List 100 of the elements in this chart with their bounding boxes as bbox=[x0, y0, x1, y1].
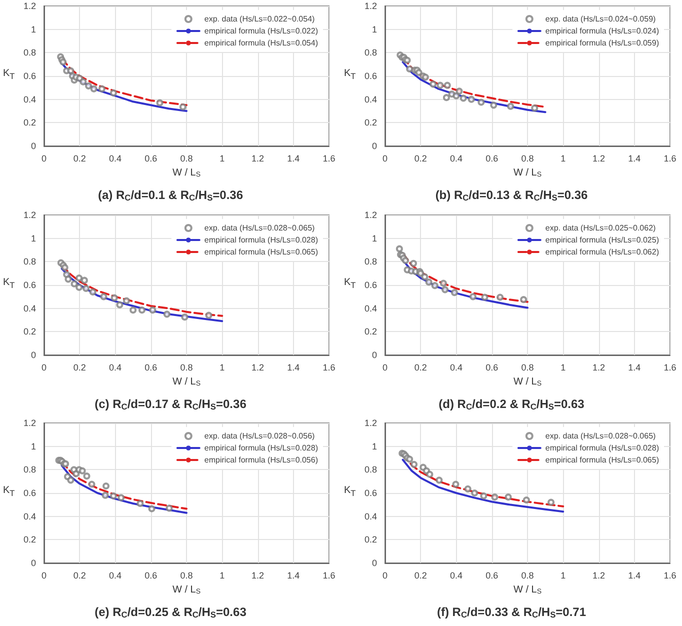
x-tick-label: 1.6 bbox=[322, 570, 336, 581]
legend-label: exp. data (Hs/Ls=0.028~0.065) bbox=[204, 223, 316, 232]
x-tick-label: 0.8 bbox=[521, 362, 534, 372]
y-tick-label: 0.2 bbox=[23, 534, 36, 545]
y-tick-label: 1.2 bbox=[23, 418, 36, 428]
x-tick-label: 0 bbox=[382, 362, 388, 372]
x-tick-label: 1 bbox=[220, 362, 225, 372]
y-tick-label: 0 bbox=[372, 141, 377, 151]
y-tick-label: 0.8 bbox=[23, 256, 36, 266]
y-tick-label: 1.2 bbox=[23, 1, 36, 11]
y-tick-label: 0.2 bbox=[364, 326, 377, 336]
x-tick-label: 0.6 bbox=[486, 154, 498, 164]
y-axis-title: K$_{T}$ bbox=[3, 68, 15, 81]
x-tick-label: 0.8 bbox=[521, 570, 534, 581]
x-tick-label: 0.2 bbox=[414, 154, 427, 164]
y-tick-label: 0 bbox=[30, 350, 36, 360]
x-tick-label: 1.2 bbox=[592, 362, 606, 372]
y-tick-label: 1.2 bbox=[23, 210, 36, 220]
x-tick-label: 1.6 bbox=[664, 154, 676, 164]
y-tick-label: 1 bbox=[30, 24, 36, 34]
x-tick-label: 0.2 bbox=[73, 362, 86, 372]
y-tick-label: 1 bbox=[372, 24, 377, 34]
x-tick-label: 0.8 bbox=[180, 362, 193, 372]
y-tick-label: 0.8 bbox=[23, 464, 36, 475]
x-tick-label: 0.2 bbox=[414, 570, 427, 581]
x-tick-label: 0.4 bbox=[450, 570, 463, 581]
y-tick-label: 0.4 bbox=[364, 94, 377, 104]
x-tick-label: 0.6 bbox=[144, 154, 158, 164]
x-tick-label: 0.4 bbox=[108, 570, 122, 581]
x-tick-label: 1 bbox=[560, 154, 566, 164]
y-tick-label: 1.2 bbox=[364, 1, 377, 11]
x-tick-label: 1.2 bbox=[251, 154, 264, 164]
x-tick-label: 1.6 bbox=[322, 362, 336, 372]
y-tick-label: 1 bbox=[30, 232, 36, 243]
legend-label: empirical formula (Hs/Ls=0.056) bbox=[204, 456, 318, 465]
y-tick-label: 0.8 bbox=[364, 48, 377, 58]
x-tick-label: 1.4 bbox=[628, 154, 641, 164]
y-tick-label: 0 bbox=[372, 558, 377, 568]
legend-label: empirical formula (Hs/Ls=0.025) bbox=[545, 235, 660, 244]
legend-label: empirical formula (Hs/Ls=0.028) bbox=[204, 235, 318, 244]
y-tick-label: 1 bbox=[372, 232, 377, 243]
x-tick-label: 1.2 bbox=[592, 570, 606, 581]
legend-label: empirical formula (Hs/Ls=0.028) bbox=[545, 444, 660, 453]
x-tick-label: 0.4 bbox=[450, 362, 463, 372]
y-tick-label: 0.2 bbox=[23, 326, 36, 336]
x-tick-label: 0.2 bbox=[414, 362, 427, 372]
x-tick-label: 0.8 bbox=[180, 154, 193, 164]
y-tick-label: 0.4 bbox=[23, 512, 36, 522]
x-tick-label: 0.8 bbox=[521, 154, 534, 164]
x-tick-label: 0.2 bbox=[73, 154, 86, 164]
legend-label: exp. data (Hs/Ls=0.028~0.056) bbox=[204, 432, 316, 441]
y-tick-label: 0.8 bbox=[23, 48, 36, 58]
legend-label: empirical formula (Hs/Ls=0.024) bbox=[545, 26, 660, 36]
x-tick-label: 1 bbox=[220, 570, 225, 581]
y-axis-title: K$_{T}$ bbox=[344, 276, 356, 290]
x-tick-label: 1.4 bbox=[287, 570, 300, 581]
legend-label: empirical formula (Hs/Ls=0.062) bbox=[545, 247, 660, 256]
x-tick-label: 0 bbox=[41, 570, 47, 581]
x-tick-label: 1.2 bbox=[251, 570, 264, 581]
x-tick-label: 1.6 bbox=[664, 570, 676, 581]
x-tick-label: 1.2 bbox=[251, 362, 264, 372]
x-tick-label: 0.6 bbox=[144, 570, 158, 581]
x-tick-label: 0.4 bbox=[450, 154, 463, 164]
y-tick-label: 0.8 bbox=[364, 464, 377, 475]
y-tick-label: 1 bbox=[372, 442, 377, 452]
y-tick-label: 0 bbox=[30, 141, 36, 151]
y-tick-label: 0.4 bbox=[364, 302, 377, 313]
legend-label: empirical formula (Hs/Ls=0.059) bbox=[545, 38, 660, 48]
x-tick-label: 0.8 bbox=[180, 570, 193, 581]
y-axis-title: K$_{T}$ bbox=[3, 485, 15, 498]
legend-label: exp. data (Hs/Ls=0.022~0.054) bbox=[204, 14, 316, 24]
x-tick-label: 1.4 bbox=[628, 570, 641, 581]
y-tick-label: 0.6 bbox=[23, 71, 36, 81]
y-tick-label: 0.4 bbox=[364, 512, 377, 522]
x-tick-label: 1.4 bbox=[287, 154, 300, 164]
y-tick-label: 0.2 bbox=[364, 534, 377, 545]
y-tick-label: 0.6 bbox=[364, 71, 377, 81]
y-tick-label: 1.2 bbox=[364, 210, 377, 220]
y-tick-label: 1 bbox=[30, 442, 36, 452]
legend-label: empirical formula (Hs/Ls=0.065) bbox=[545, 456, 660, 465]
y-tick-label: 0.6 bbox=[23, 488, 36, 498]
y-axis-title: K$_{T}$ bbox=[3, 276, 15, 290]
y-tick-label: 1.2 bbox=[364, 418, 377, 428]
legend-label: exp. data (Hs/Ls=0.028~0.065) bbox=[545, 432, 656, 441]
x-tick-label: 1.6 bbox=[322, 154, 336, 164]
legend-label: empirical formula (Hs/Ls=0.054) bbox=[204, 38, 318, 48]
y-axis-title: K$_{T}$ bbox=[344, 68, 356, 81]
x-tick-label: 1 bbox=[220, 154, 225, 164]
y-tick-label: 0 bbox=[30, 558, 36, 568]
x-tick-label: 0.6 bbox=[144, 362, 158, 372]
x-tick-label: 1 bbox=[560, 362, 566, 372]
y-axis-title: K$_{T}$ bbox=[344, 485, 356, 498]
x-tick-label: 0.2 bbox=[73, 570, 86, 581]
x-tick-label: 0 bbox=[382, 570, 388, 581]
x-tick-label: 0.6 bbox=[486, 362, 498, 372]
x-tick-label: 1.6 bbox=[664, 362, 676, 372]
x-tick-label: 1.2 bbox=[592, 154, 606, 164]
x-tick-label: 1.4 bbox=[628, 362, 641, 372]
legend-label: empirical formula (Hs/Ls=0.022) bbox=[204, 26, 318, 36]
y-tick-label: 0.2 bbox=[23, 118, 36, 128]
